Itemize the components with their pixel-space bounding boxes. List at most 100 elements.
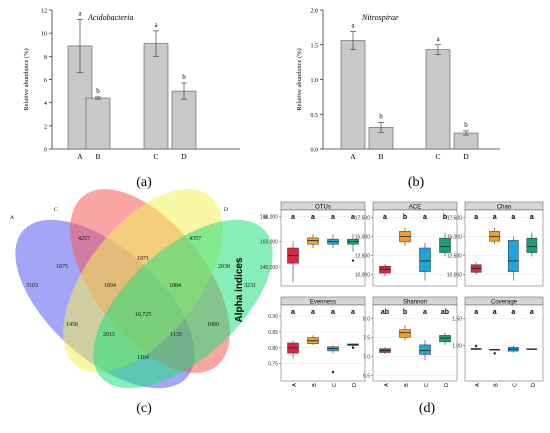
significance-letter: a (474, 214, 478, 221)
x-tick-label: A (292, 383, 298, 387)
x-tick-label: C (435, 152, 440, 161)
y-tick-label: 8.0 (363, 316, 370, 322)
y-tick-label: 1.50 (452, 317, 462, 323)
y-tick-label: 4 (44, 101, 47, 107)
panel-frame (372, 304, 458, 382)
venn-diagram: A C D B 3103 4257 4357 3231 1875 1871 2038 1894 1884… (10, 189, 273, 389)
venn-region-count: 1871 (137, 256, 149, 262)
significance-letter: ab (441, 309, 449, 316)
venn-region-count: 3103 (26, 283, 38, 289)
y-tick-label: 0 (44, 148, 47, 154)
chart-title: Nitrospirae (361, 13, 399, 22)
venn-region-count: 2015 (103, 332, 115, 338)
significance-letter: b (379, 113, 383, 121)
panel-label-b: (b) (408, 175, 425, 190)
venn-set-label: C (54, 207, 58, 213)
significance-letter: a (530, 214, 534, 221)
box (507, 240, 519, 272)
box (419, 344, 431, 355)
box (307, 237, 319, 245)
acidobacteria-bar-chart: 0 2 4 6 8 10 12 Relative abundance (%) Acidobact… (23, 9, 240, 161)
significance-letter: a (383, 214, 387, 221)
y-tick-label: 140,000 (260, 265, 278, 271)
bar (171, 90, 197, 150)
venn-region-count: 10,725 (135, 312, 152, 318)
significance-letter: a (511, 214, 515, 221)
venn-region-count: 1894 (104, 283, 116, 289)
y-tick-label: 0.90 (268, 314, 278, 320)
y-tick-label: 0.0 (311, 148, 319, 154)
y-tick-label: 0.5 (311, 113, 319, 119)
nitrospirae-bar-chart: 0.0 0.5 1.0 1.5 2.0 Relative abundance (%) Nit… (296, 9, 500, 161)
venn-region-count: 2038 (218, 264, 230, 270)
outlier-point (474, 344, 478, 348)
bar (85, 97, 111, 150)
box (399, 329, 411, 338)
panel-label-d: (d) (419, 401, 436, 416)
y-tick-label: 7.5 (363, 335, 370, 341)
y-tick-label: 17,500 (355, 216, 371, 222)
x-tick-label: C (424, 383, 430, 387)
y-tick-label: 0.75 (268, 362, 278, 368)
outlier-point (493, 352, 496, 355)
chart-title: Acidobacteria (87, 13, 133, 22)
significance-letter: a (154, 21, 158, 29)
x-tick-label: A (77, 152, 83, 161)
x-tick-label: D (352, 383, 358, 387)
venn-region-count: 1104 (137, 355, 149, 361)
y-tick-label: 10,000 (355, 273, 371, 279)
facet-title: Evenness (310, 299, 336, 305)
y-axis-label: Alpha indices (234, 257, 245, 322)
venn-set-label: B (264, 215, 268, 221)
significance-letter: a (311, 309, 315, 316)
x-tick-label: B (378, 152, 383, 161)
significance-letter: a (423, 214, 427, 221)
significance-letter: a (351, 214, 355, 221)
significance-letter: b (182, 73, 186, 81)
significance-letter: a (511, 309, 515, 316)
significance-letter: b (96, 87, 100, 95)
venn-region-count: 4257 (78, 236, 90, 242)
venn-set-label: A (10, 215, 14, 221)
significance-letter: b (464, 121, 468, 129)
y-tick-label: 0.85 (268, 330, 278, 336)
significance-letter: ab (381, 309, 389, 316)
y-tick-label: 2 (44, 124, 47, 130)
significance-letter: a (78, 9, 82, 17)
significance-letter: a (291, 309, 295, 316)
significance-letter: a (493, 309, 497, 316)
y-tick-label: 12,500 (447, 254, 463, 260)
y-tick-label: 15,000 (447, 235, 463, 241)
alpha-diversity-boxplots: Alpha indices OTUs 140,000 160,000 180,000 a a… (234, 201, 544, 387)
y-tick-label: 6.5 (363, 373, 370, 379)
significance-letter: a (351, 22, 355, 30)
y-tick-label: 8 (44, 55, 47, 61)
facet-title: OTUs (315, 204, 331, 210)
outlier-point (351, 346, 355, 349)
y-tick-label: 10 (41, 32, 47, 38)
panel-frame (464, 304, 544, 382)
significance-letter: b (443, 214, 447, 221)
x-tick-label: D (181, 152, 187, 161)
significance-letter: b (403, 214, 407, 221)
y-axis-label: Relative abundance (%) (23, 48, 30, 110)
y-tick-label: 0.80 (268, 346, 278, 352)
y-tick-label: 6 (44, 78, 47, 84)
venn-region-count: 1875 (56, 264, 68, 270)
facet-title: Coverage (491, 299, 518, 305)
venn-region-count: 4357 (189, 236, 201, 242)
facet-title: Chao (497, 204, 512, 210)
x-tick-label: D (531, 383, 537, 387)
venn-region-count: 1458 (66, 322, 78, 328)
significance-letter: a (331, 214, 335, 221)
y-tick-label: 12,500 (355, 254, 371, 260)
significance-letter: a (291, 214, 295, 221)
significance-letter: a (423, 309, 427, 316)
venn-set-label: D (224, 207, 228, 213)
x-tick-label: D (444, 383, 450, 387)
x-tick-label: C (153, 152, 158, 161)
box (439, 335, 451, 343)
y-tick-label: 12 (41, 9, 47, 15)
x-tick-label: C (332, 383, 338, 387)
x-tick-label: A (384, 383, 390, 387)
